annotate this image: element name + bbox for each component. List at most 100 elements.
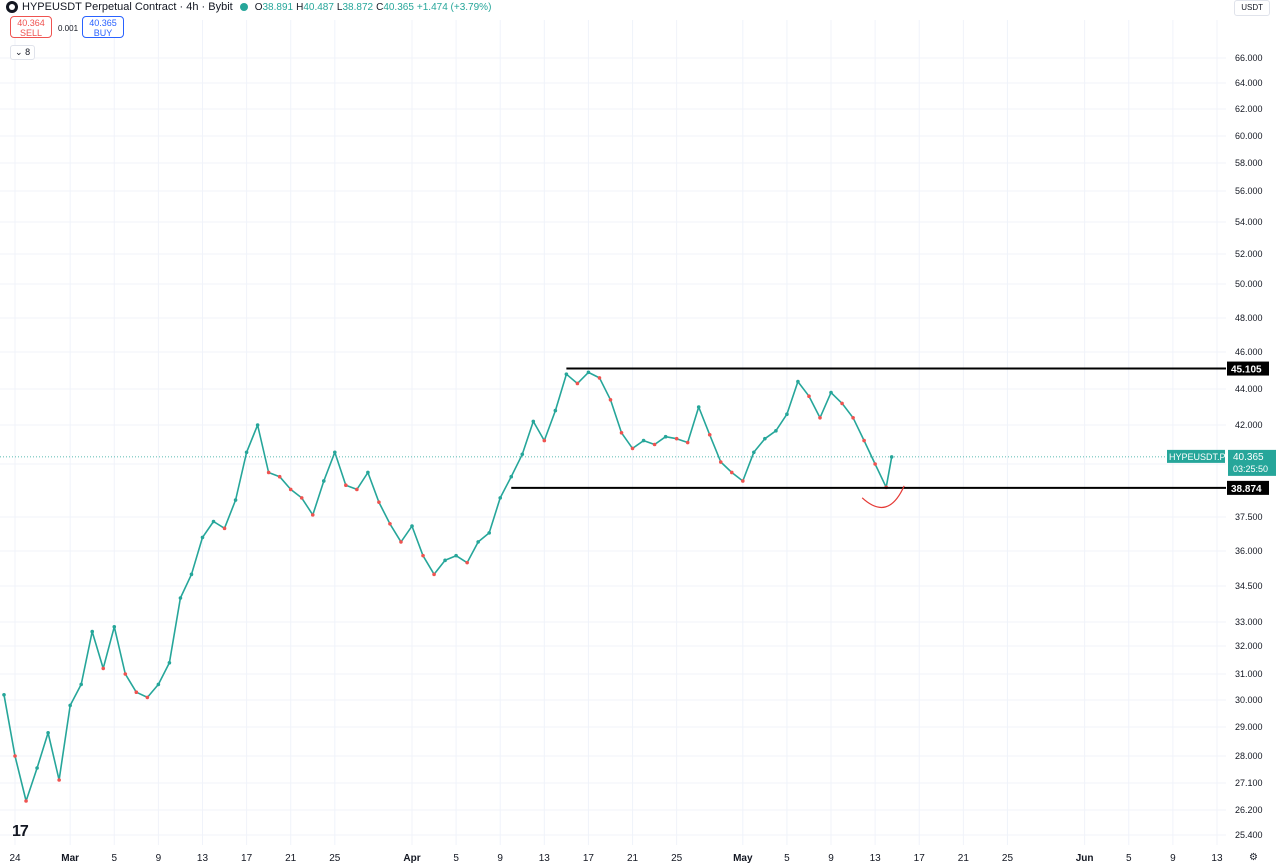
indicators-count: 8	[25, 47, 31, 57]
price-point-79	[873, 462, 877, 466]
settings-gear-icon[interactable]: ⚙	[1249, 852, 1258, 863]
buy-button[interactable]: 40.365 BUY	[82, 16, 124, 38]
x-tick-4: 13	[197, 853, 209, 864]
price-point-17	[189, 572, 194, 577]
indicators-toggle[interactable]: ⌄ 8	[10, 45, 36, 60]
ohlc-value-0: 38.891	[262, 2, 294, 13]
price-point-47	[520, 452, 525, 457]
price-point-0	[2, 693, 6, 697]
price-point-69	[763, 436, 767, 441]
price-point-25	[277, 474, 282, 479]
y-tick-16: 34.500	[1235, 581, 1263, 591]
price-point-61	[674, 436, 679, 441]
price-point-13	[145, 695, 150, 700]
price-point-1	[13, 754, 17, 758]
price-point-68	[752, 450, 756, 455]
x-tick-25: 13	[1211, 853, 1223, 864]
price-point-8	[90, 629, 95, 634]
x-tick-9: 5	[453, 853, 459, 864]
x-tick-3: 9	[156, 853, 162, 864]
price-point-36	[399, 540, 403, 544]
price-point-55	[608, 398, 613, 402]
price-point-46	[509, 474, 514, 479]
price-point-73	[807, 394, 811, 399]
price-point-51	[564, 372, 569, 377]
x-tick-16: 5	[784, 853, 790, 864]
price-point-58	[641, 438, 646, 443]
price-point-15	[167, 661, 172, 665]
price-point-52	[575, 381, 580, 386]
price-point-34	[377, 500, 381, 504]
y-tick-17: 33.000	[1235, 617, 1263, 627]
spread-value: 0.001	[58, 24, 79, 33]
price-point-3	[35, 766, 39, 770]
price-point-42	[465, 560, 469, 565]
y-tick-3: 60.000	[1235, 131, 1263, 141]
price-point-38	[421, 553, 425, 558]
y-tick-2: 62.000	[1235, 104, 1263, 114]
ohlc-key-1: H	[296, 2, 304, 13]
countdown-label: 03:25:50	[1233, 464, 1268, 474]
y-tick-6: 54.000	[1235, 217, 1263, 227]
price-point-63	[696, 405, 701, 409]
x-tick-23: 5	[1126, 853, 1132, 864]
y-axis: 66.000 64.000 62.000 60.000 58.000 56.000 54.0…	[1235, 53, 1263, 840]
x-tick-24: 9	[1170, 853, 1176, 864]
price-point-71	[785, 412, 789, 417]
price-point-24	[266, 470, 271, 475]
price-point-48	[531, 419, 536, 424]
last-price-box	[1228, 449, 1276, 476]
ohlc-legend: O38.891 H40.487 L38.872 C40.365 +1.474 (+3.7…	[255, 1, 495, 13]
sell-button[interactable]: 40.364 SELL	[10, 16, 52, 38]
price-point-6	[68, 703, 72, 708]
x-tick-15: May	[733, 853, 753, 864]
x-tick-7: 25	[329, 853, 341, 864]
y-tick-24: 26.200	[1235, 805, 1263, 815]
symbol-title[interactable]: HYPEUSDT Perpetual Contract · 4h · Bybit	[22, 1, 233, 13]
ohlc-key-3: C	[376, 2, 384, 13]
price-point-12	[134, 690, 139, 694]
price-point-62	[685, 440, 690, 445]
sell-label: SELL	[19, 28, 43, 38]
currency-selector[interactable]: USDT	[1234, 0, 1270, 16]
y-tick-15: 36.000	[1235, 546, 1263, 556]
y-tick-8: 50.000	[1235, 279, 1263, 289]
x-axis: 24 Mar 5 9 13 17 21 25 Apr 5 9 13 17 21 25 May 5 9 13 17 21 2…	[9, 853, 1223, 864]
price-point-74	[818, 416, 822, 420]
tradingview-logo-icon: 17	[12, 823, 29, 840]
price-point-67	[741, 479, 745, 483]
price-point-40	[443, 558, 447, 563]
x-tick-1: Mar	[61, 853, 79, 864]
ohlc-key-2: L	[336, 2, 343, 13]
price-point-7	[79, 682, 83, 687]
price-point-72	[796, 379, 800, 384]
price-point-78	[862, 438, 866, 443]
price-point-19	[211, 519, 216, 524]
price-point-45	[498, 496, 503, 500]
price-point-2	[24, 799, 28, 803]
exchange-logo-icon	[6, 1, 18, 13]
price-point-10	[112, 625, 117, 629]
price-point-29	[321, 479, 326, 483]
price-point-50	[553, 408, 558, 413]
price-point-20	[222, 526, 227, 531]
buy-label: BUY	[93, 28, 113, 38]
price-point-32	[355, 487, 359, 492]
price-point-56	[619, 431, 624, 435]
price-point-43	[476, 540, 480, 544]
x-tick-5: 17	[241, 853, 253, 864]
price-point-60	[663, 434, 668, 439]
price-point-33	[366, 470, 370, 475]
y-tick-18: 32.000	[1235, 641, 1263, 651]
x-tick-12: 17	[583, 853, 595, 864]
y-tick-14: 37.500	[1235, 512, 1263, 522]
buy-price: 40.365	[89, 18, 117, 28]
price-point-65	[718, 460, 723, 464]
price-point-26	[288, 487, 293, 492]
y-tick-5: 56.000	[1235, 186, 1263, 196]
x-tick-11: 13	[539, 853, 551, 864]
symbol-tag-box	[1167, 449, 1225, 463]
ohlc-key-0: O	[254, 2, 263, 13]
price-point-5	[57, 778, 61, 782]
